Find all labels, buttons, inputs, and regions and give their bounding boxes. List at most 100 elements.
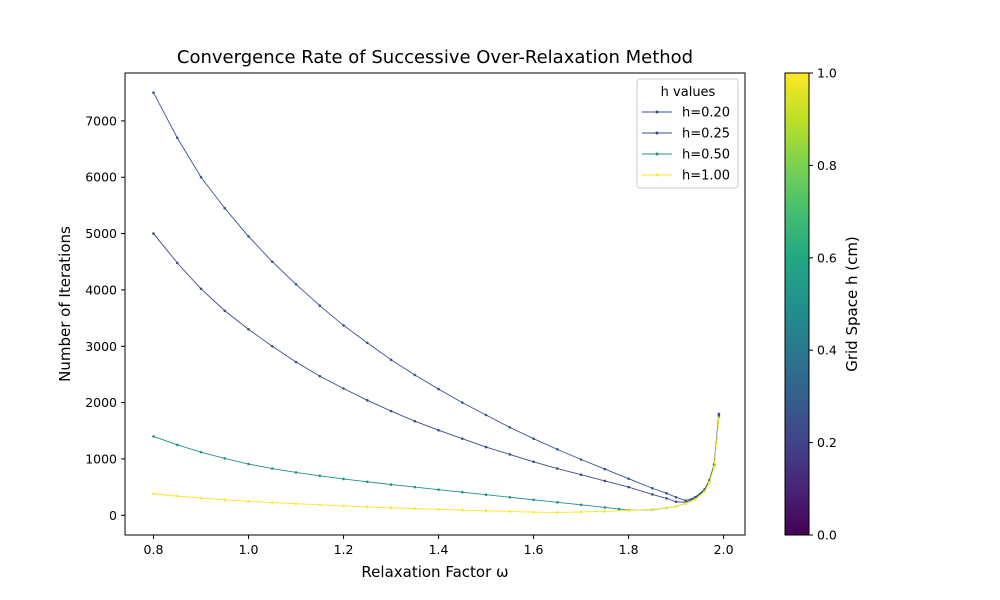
data-point (603, 506, 607, 509)
series-line (153, 233, 720, 503)
data-point (651, 508, 654, 511)
data-point (247, 499, 250, 503)
data-point (484, 509, 488, 513)
data-point (389, 409, 393, 413)
legend-entries: h=0.20 h=0.25 h=0.50 h=1.00 (642, 106, 730, 184)
data-point (175, 261, 179, 265)
data-point (674, 495, 678, 499)
data-point (199, 450, 203, 454)
colorbar-tick-label: 0.0 (817, 528, 837, 543)
data-point (579, 510, 583, 514)
data-point (270, 260, 274, 264)
data-point (579, 458, 583, 461)
data-point (223, 498, 227, 502)
data-point (461, 401, 464, 404)
data-point (365, 480, 369, 484)
data-point (270, 344, 274, 348)
plot-frame (124, 72, 746, 536)
x-tick-label: 0.8 (144, 542, 164, 557)
data-point (247, 235, 250, 238)
colorbar: 0.0 0.2 0.4 0.6 0.8 1.0 Grid Space h (cm) (784, 66, 861, 543)
colorbar-label: Grid Space h (cm) (843, 236, 861, 372)
data-point (508, 510, 512, 513)
data-point (365, 399, 369, 402)
data-point (627, 509, 630, 512)
data-point (365, 341, 369, 345)
x-tick-label: 1.0 (239, 542, 259, 557)
data-point (508, 426, 512, 429)
data-point (579, 503, 583, 507)
data-point (175, 443, 179, 447)
data-point (556, 448, 559, 451)
x-axis-title: Relaxation Factor ω (361, 563, 508, 581)
data-point (665, 492, 668, 495)
series-line (153, 417, 720, 511)
data-point (603, 510, 607, 513)
data-point (532, 437, 535, 440)
colorbar-tick-label: 0.8 (817, 158, 837, 173)
data-point (413, 419, 417, 423)
legend-label: h=0.25 (682, 127, 730, 142)
data-point (579, 473, 583, 477)
x-tick-label: 1.4 (429, 542, 449, 557)
y-tick-label: 0 (109, 508, 117, 523)
x-tick-label: 2.0 (714, 542, 734, 557)
data-point (342, 504, 345, 508)
data-point (603, 467, 607, 471)
data-point (318, 374, 322, 378)
data-point (712, 465, 716, 469)
data-point (437, 387, 440, 391)
x-tick-label: 1.8 (619, 542, 639, 557)
colorbar-gradient (784, 72, 810, 536)
data-point (152, 91, 155, 95)
y-axis-title: Number of Iterations (56, 226, 74, 382)
legend-marker (655, 173, 659, 177)
data-point (717, 417, 721, 420)
data-point (152, 492, 155, 496)
data-point (556, 467, 559, 470)
legend-box (636, 78, 739, 189)
data-point (484, 445, 488, 449)
data-point (437, 508, 440, 511)
data-point (532, 510, 535, 514)
series-h=0.20 (152, 91, 721, 502)
data-point (651, 486, 654, 490)
data-point (223, 309, 227, 313)
data-point (247, 328, 250, 331)
data-point (342, 477, 345, 481)
data-point (532, 498, 535, 502)
colorbar-tick-label: 0.2 (817, 435, 837, 450)
data-point (223, 457, 227, 460)
data-point (508, 453, 512, 456)
series-h=0.50 (152, 415, 721, 512)
y-tick-label: 4000 (85, 282, 117, 297)
data-point (532, 460, 535, 464)
colorbar-tick-label: 0.6 (817, 250, 837, 265)
data-point (556, 501, 559, 504)
data-point (484, 413, 488, 417)
y-tick-label: 6000 (85, 170, 117, 185)
colorbar-ticks: 0.0 0.2 0.4 0.6 0.8 1.0 (809, 66, 837, 543)
series-h=1.00 (152, 417, 721, 514)
data-point (508, 495, 512, 499)
data-point (461, 437, 464, 440)
data-point (342, 324, 345, 327)
data-point (365, 505, 369, 509)
data-point (708, 481, 711, 484)
data-point (413, 373, 417, 377)
data-point (651, 493, 654, 496)
data-point (389, 358, 393, 362)
series-line (153, 418, 720, 513)
data-point (461, 508, 464, 512)
data-point (318, 304, 322, 307)
series-h=0.25 (152, 232, 721, 504)
data-point (223, 206, 227, 210)
y-tick-label: 5000 (85, 226, 117, 241)
data-point (175, 136, 179, 140)
legend-marker (655, 131, 659, 135)
legend-label: h=0.50 (682, 148, 730, 163)
data-point (389, 483, 393, 486)
legend-label: h=0.20 (682, 106, 730, 121)
y-tick-label: 7000 (85, 113, 117, 128)
